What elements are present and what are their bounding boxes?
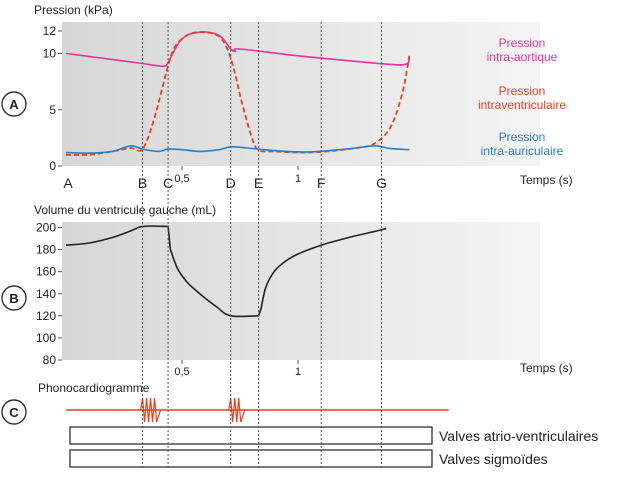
volume-series (65, 225, 387, 318)
volume-y-tick-label: 100 (36, 331, 56, 345)
volume-y-tick-label: 180 (36, 243, 56, 257)
panel-label-c-text: C (9, 405, 19, 420)
legend-pression-intra-auriculaire: Pression intra-auriculaire (481, 130, 564, 158)
legend-pression-intra-aortique: Pression intra-aortique (487, 36, 558, 64)
volume-panel: Volume du ventricule gauche (mL) 8010012… (34, 203, 573, 378)
series-line-pression-intra-auriculaire (65, 144, 410, 154)
volume-plot-background (62, 222, 540, 360)
heart-sound-1 (139, 397, 162, 423)
pressure-y-tick-label: 12 (43, 24, 57, 38)
pressure-x-tick-label: 0,5 (174, 173, 189, 185)
event-label-a: A (63, 175, 73, 191)
volume-y-axis-label: Volume du ventricule gauche (mL) (34, 203, 216, 217)
valve-bar-label-valves-sigmoides: Valves sigmoïdes (439, 451, 548, 467)
panel-label-a: A (1, 91, 27, 117)
valve-bar-valves-sigmoides (69, 449, 433, 468)
event-marker-lines (142, 22, 383, 470)
pressure-y-ticks: 0 5 10 12 (43, 24, 62, 173)
volume-x-tick-label: 0,5 (174, 366, 189, 378)
series-line-left-ventricular-volume (65, 225, 387, 318)
pressure-plot-background (62, 22, 540, 166)
volume-y-tick-label: 80 (43, 353, 57, 367)
volume-x-ticks: 0,5 1 (174, 360, 301, 378)
volume-y-tick-label: 140 (36, 287, 56, 301)
volume-y-tick-label: 200 (36, 221, 56, 235)
valve-bars: Valves atrio-ventriculaires Valves sigmoï… (69, 426, 598, 468)
legend-pression-intraventriculaire: Pression intraventriculaire (478, 84, 566, 112)
volume-x-axis-label: Temps (s) (520, 361, 573, 375)
volume-x-tick-label: 1 (295, 366, 301, 378)
pressure-x-axis-label: Temps (s) (520, 173, 573, 187)
volume-y-ticks: 80 100 120 140 160 180 200 (36, 221, 62, 367)
valve-bar-valves-atrio-ventriculaires (69, 426, 433, 445)
pressure-y-tick-label: 5 (49, 103, 56, 117)
pressure-y-tick-label: 10 (43, 47, 57, 61)
pressure-y-tick-label: 0 (49, 159, 56, 173)
pressure-y-axis-label: Pression (kPa) (34, 3, 113, 17)
phonocardiogram-label: Phonocardiogramme (38, 381, 150, 395)
phono-panel: Phonocardiogramme Valves atrio-ventricul… (38, 381, 598, 468)
panel-label-b: B (1, 285, 27, 311)
volume-y-tick-label: 160 (36, 265, 56, 279)
pressure-x-tick-label: 1 (295, 173, 301, 185)
panel-label-c: C (1, 399, 27, 425)
phonocardiogram-trace (66, 397, 449, 423)
valve-bar-label-valves-atrio-ventriculaires: Valves atrio-ventriculaires (439, 428, 598, 444)
pressure-x-ticks: 0,5 1 (174, 166, 301, 185)
panel-label-b-text: B (9, 291, 18, 306)
panel-label-a-text: A (9, 97, 19, 112)
volume-y-tick-label: 120 (36, 309, 56, 323)
pressure-legend: Pression intra-aortique Pression intraventr… (478, 36, 566, 158)
